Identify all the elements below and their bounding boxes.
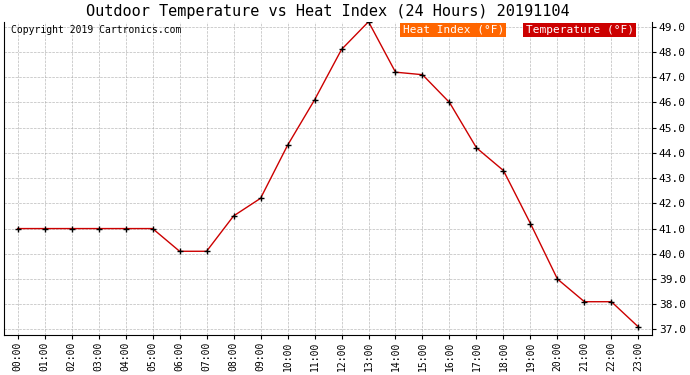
Text: Copyright 2019 Cartronics.com: Copyright 2019 Cartronics.com [10, 25, 181, 35]
Text: Temperature (°F): Temperature (°F) [526, 25, 633, 35]
Text: Heat Index (°F): Heat Index (°F) [402, 25, 504, 35]
Title: Outdoor Temperature vs Heat Index (24 Hours) 20191104: Outdoor Temperature vs Heat Index (24 Ho… [86, 4, 570, 19]
